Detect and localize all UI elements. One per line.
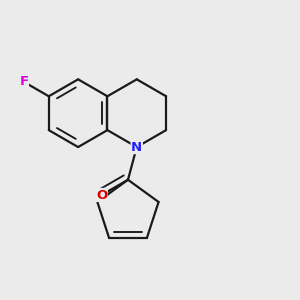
Text: O: O bbox=[96, 188, 107, 202]
Text: F: F bbox=[19, 75, 28, 88]
Text: N: N bbox=[131, 141, 142, 154]
